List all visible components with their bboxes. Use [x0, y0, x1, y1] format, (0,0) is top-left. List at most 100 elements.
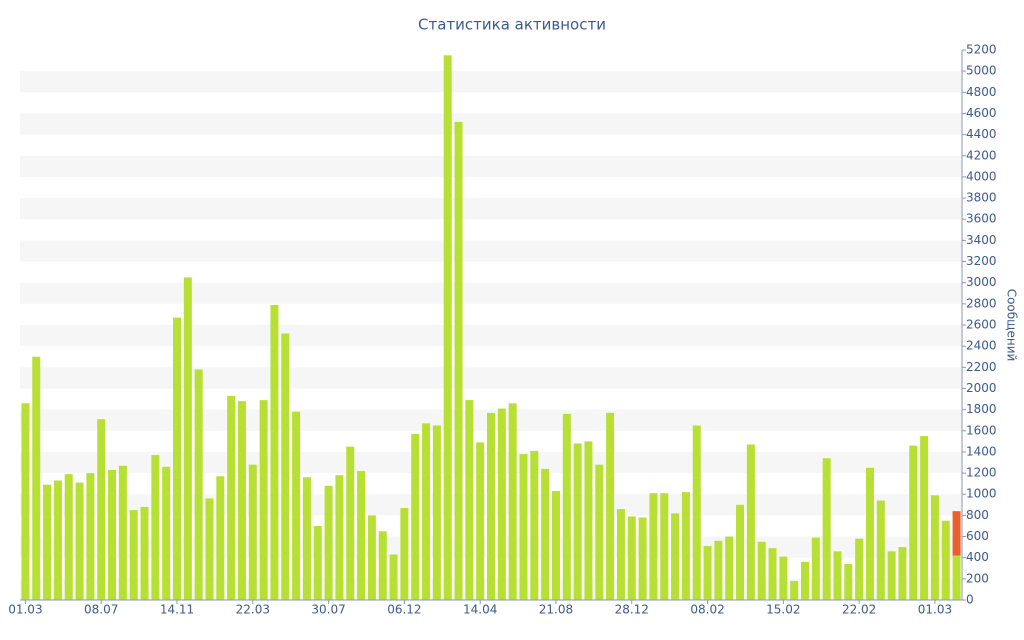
bar [692, 425, 701, 600]
bar [248, 464, 257, 600]
bar [519, 454, 528, 600]
bar [551, 491, 560, 600]
bar [703, 546, 712, 600]
y-tick-label: 2400 [966, 339, 997, 353]
y-tick-label: 2600 [966, 318, 997, 332]
bar [335, 475, 344, 600]
y-tick-label: 3200 [966, 254, 997, 268]
bar [952, 511, 961, 556]
bar [833, 551, 842, 600]
y-tick-label: 2200 [966, 360, 997, 374]
bar [562, 413, 571, 600]
bar [736, 504, 745, 600]
x-tick-label: 14.04 [463, 603, 497, 617]
y-tick-label: 0 [966, 593, 974, 607]
bar [64, 474, 73, 600]
x-tick-label: 30.07 [311, 603, 345, 617]
bar [649, 493, 658, 600]
grid-band [20, 325, 962, 347]
y-tick-label: 4600 [966, 106, 997, 120]
bar [378, 531, 387, 600]
bar [779, 556, 788, 600]
bar [497, 408, 506, 600]
y-tick-label: 5200 [966, 43, 997, 57]
bar [811, 537, 820, 600]
bar [400, 507, 409, 600]
bar [97, 419, 106, 600]
bar [573, 443, 582, 600]
bar [259, 400, 268, 600]
grid-band [20, 367, 962, 389]
bar [606, 412, 615, 600]
bar [865, 467, 874, 600]
bar [75, 482, 84, 600]
bar [118, 465, 127, 600]
bar [162, 466, 171, 600]
grid-band [20, 240, 962, 262]
y-tick-label: 400 [966, 550, 989, 564]
bar [21, 403, 30, 600]
bar [746, 444, 755, 600]
y-tick-label: 2000 [966, 381, 997, 395]
y-axis-title: Сообщений [1005, 289, 1019, 362]
bar [237, 401, 246, 600]
bar [313, 525, 322, 600]
y-tick-label: 800 [966, 508, 989, 522]
y-tick-label: 2800 [966, 296, 997, 310]
bar [801, 561, 809, 600]
bar [844, 564, 853, 600]
y-tick-label: 1000 [966, 487, 997, 501]
bar [151, 455, 160, 600]
x-tick-label: 28.12 [615, 603, 649, 617]
y-tick-label: 1600 [966, 423, 997, 437]
bar [367, 515, 376, 600]
bar [941, 520, 950, 600]
y-tick-label: 1400 [966, 444, 997, 458]
grid-band [20, 113, 962, 135]
bar [32, 356, 41, 600]
bar [183, 277, 192, 600]
bar [909, 445, 918, 600]
bar [768, 548, 777, 600]
bar [411, 433, 420, 600]
bar [595, 464, 604, 600]
grid-band [20, 282, 962, 304]
bar [140, 506, 149, 600]
bar [660, 493, 669, 600]
bar [487, 412, 495, 600]
bar [822, 458, 831, 600]
y-tick-label: 3400 [966, 233, 997, 247]
bar [173, 317, 181, 600]
x-tick-label: 22.03 [236, 603, 270, 617]
y-tick-label: 600 [966, 529, 989, 543]
bar [725, 536, 734, 600]
bar [270, 304, 279, 600]
bar [227, 395, 236, 600]
y-tick-label: 3800 [966, 191, 997, 205]
y-tick-label: 5000 [966, 64, 997, 78]
bar [541, 468, 550, 600]
bar [432, 425, 441, 600]
y-tick-label: 200 [966, 571, 989, 585]
bar [757, 541, 766, 600]
bar [930, 495, 939, 600]
x-tick-label: 08.07 [84, 603, 118, 617]
bar [281, 333, 290, 600]
bar [476, 442, 485, 600]
bar [855, 538, 864, 600]
bar [357, 470, 366, 600]
bar [584, 441, 593, 600]
bar [465, 400, 474, 600]
bar [443, 55, 452, 601]
grid-band [20, 155, 962, 177]
grid-band [20, 71, 962, 93]
x-tick-label: 15.02 [766, 603, 800, 617]
x-tick-label: 01.03 [918, 603, 952, 617]
bar [389, 554, 398, 600]
bar [346, 446, 355, 600]
bar [952, 555, 961, 600]
bar [616, 509, 625, 600]
bar [205, 498, 214, 600]
bar [638, 517, 647, 600]
